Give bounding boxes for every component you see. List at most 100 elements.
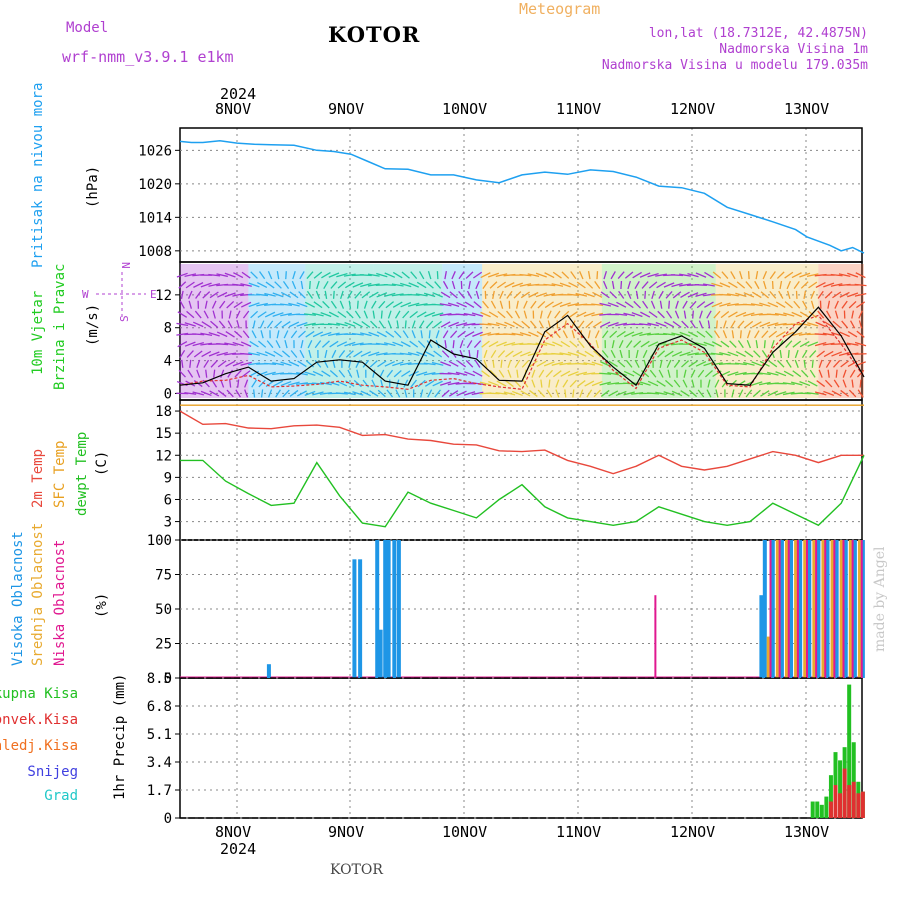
wind-arrow [176, 272, 188, 278]
wind-arrow [285, 271, 287, 280]
cloud-bar-2 [833, 540, 836, 678]
wind-arrow [483, 349, 488, 359]
wind-arrow [290, 350, 298, 358]
wind-arrow [217, 360, 227, 368]
wind-arrow [734, 362, 747, 366]
wind-title-2: Brzina i Pravac [52, 264, 68, 390]
wind-arrow [691, 379, 695, 388]
wind-arrow [465, 360, 474, 368]
wind-arrow [384, 292, 396, 298]
wind-arrow [706, 389, 712, 398]
wind-arrow [690, 369, 696, 378]
wind-arrow [345, 350, 354, 358]
wind-arrow [763, 340, 766, 349]
wind-arrow [792, 370, 802, 378]
elevation-label: Nadmorska Visina 1m [719, 42, 868, 57]
wind-arrow [600, 291, 610, 299]
wind-arrow [648, 281, 658, 289]
precip-bar-1 [838, 793, 843, 818]
wind-arrow [649, 369, 657, 378]
wind-arrow [848, 300, 857, 309]
wind-arrow [822, 342, 835, 346]
wind-arrow [337, 281, 347, 289]
wind-arrow [281, 350, 291, 358]
temp-unit: (C) [94, 451, 110, 476]
wind-arrow [448, 321, 459, 328]
wind-arrow [432, 380, 443, 387]
wind-arrow [739, 330, 742, 339]
wind-arrow [624, 301, 634, 309]
wind-arrow [753, 350, 761, 358]
wind-arrow [672, 291, 682, 299]
wind-arrow [601, 350, 609, 358]
wind-arrow [459, 349, 464, 359]
wind-arrow [817, 310, 825, 319]
wind-arrow [384, 272, 396, 278]
day-label-bottom: 10NOV [442, 823, 487, 841]
wind-arrow [823, 350, 834, 358]
wind-arrow [241, 370, 251, 378]
wind-arrow [787, 349, 790, 359]
wind-arrow [377, 360, 387, 368]
wind-arrow [695, 342, 707, 347]
wind-arrow [625, 340, 633, 349]
wind-arrow [504, 321, 515, 328]
wind-arrow [599, 372, 612, 375]
wind-arrow [656, 281, 666, 289]
wind-arrow [579, 389, 584, 398]
wind-arrow [440, 361, 452, 367]
wind-arrow [507, 359, 512, 368]
footer-station: KOTOR [330, 862, 383, 878]
wind-arrow [487, 332, 500, 336]
wind-arrow [625, 359, 633, 368]
wind-arrow [639, 381, 651, 386]
wind-arrow [591, 361, 603, 367]
wind-arrow [423, 362, 436, 366]
wind-arrow [511, 282, 523, 288]
wind-arrow [663, 332, 676, 336]
wind-arrow [552, 301, 563, 308]
wind-arrow [186, 310, 195, 319]
wind-arrow [426, 320, 434, 329]
wind-arrow [304, 301, 316, 308]
wind-arrow [735, 311, 747, 318]
wind-arrow [178, 369, 186, 378]
cloud-bar-0 [807, 540, 812, 678]
y-tick-label: 6 [164, 492, 172, 508]
wind-arrow [496, 380, 507, 387]
wind-arrow [312, 370, 324, 377]
wind-arrow [264, 311, 276, 318]
wind-arrow [376, 272, 388, 278]
wind-arrow [276, 330, 280, 339]
wind-arrow [433, 350, 443, 358]
wind-arrow [513, 291, 522, 299]
wind-arrow [235, 389, 242, 398]
wind-arrow [181, 359, 184, 368]
wind-arrow [194, 310, 202, 319]
wind-arrow [372, 369, 376, 378]
wind-arrow [830, 283, 843, 287]
wind-arrow [392, 361, 404, 367]
wind-arrow [664, 321, 675, 328]
wind-arrow [543, 341, 556, 347]
wind-arrows [176, 271, 867, 398]
wind-arrow [187, 290, 193, 299]
wind-arrow [428, 330, 431, 339]
legend-2m-temp: 2m Temp [30, 449, 46, 508]
wind-arrow [225, 331, 235, 338]
wind-arrow [607, 302, 619, 308]
wind-arrow [505, 380, 514, 388]
wind-arrow [519, 273, 532, 277]
wind-arrow [561, 310, 570, 319]
legend-low-cloud: Niska Oblacnost [52, 540, 68, 666]
wind-arrow [297, 390, 307, 397]
wind-arrow [759, 302, 771, 307]
wind-arrow [551, 361, 564, 366]
wind-arrow [600, 389, 610, 397]
wind-arrow [671, 282, 683, 288]
wind-arrow [329, 370, 338, 378]
wind-arrow [712, 271, 722, 279]
wind-arrow [180, 290, 184, 299]
cloud-bar-0 [375, 540, 380, 678]
